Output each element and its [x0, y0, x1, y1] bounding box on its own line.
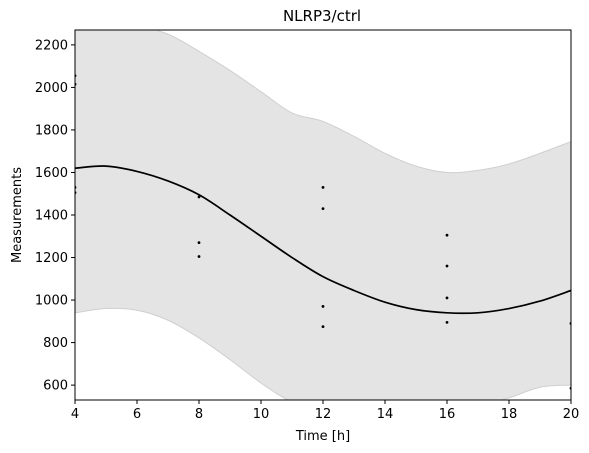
y-tick-label: 1800	[35, 123, 68, 138]
x-tick-label: 10	[253, 407, 270, 422]
y-axis-label: Measurements	[10, 167, 25, 263]
x-tick-label: 12	[315, 407, 332, 422]
x-axis-label: Time [h]	[295, 429, 350, 444]
data-point	[197, 255, 201, 258]
y-tick-label: 600	[43, 379, 68, 394]
y-tick-label: 1000	[35, 294, 68, 309]
data-point	[197, 241, 201, 245]
y-tick-label: 1200	[35, 251, 68, 266]
y-tick-label: 2200	[35, 38, 68, 53]
x-tick-label: 4	[71, 407, 79, 422]
x-tick-label: 18	[501, 407, 518, 422]
data-points	[75, 74, 571, 390]
x-tick-label: 6	[133, 407, 141, 422]
x-tick-label: 14	[377, 407, 394, 422]
data-point	[445, 296, 449, 300]
confidence-band	[75, 30, 571, 400]
y-tick-label: 2000	[35, 81, 68, 96]
fit-line	[75, 165, 571, 315]
data-point	[197, 195, 201, 199]
data-point	[445, 233, 449, 237]
x-tick-label: 8	[195, 407, 203, 422]
y-tick-label: 1600	[35, 166, 68, 181]
x-tick-label: 20	[563, 407, 580, 422]
data-point	[321, 305, 325, 308]
data-point	[321, 185, 325, 189]
data-point	[445, 320, 449, 324]
y-tick-label: 1400	[35, 209, 68, 224]
y-axis: 600 800 1000 1200 1400 1600 1800 2000 2200	[35, 38, 75, 394]
y-tick-label: 800	[43, 336, 68, 351]
chart-title: NLRP3/ctrl	[283, 7, 361, 25]
data-point	[321, 325, 325, 329]
x-axis: 4 6 8 10 12 14 16 18 20	[71, 400, 579, 422]
data-point	[445, 264, 449, 268]
x-tick-label: 16	[439, 407, 456, 422]
data-point	[321, 207, 325, 211]
